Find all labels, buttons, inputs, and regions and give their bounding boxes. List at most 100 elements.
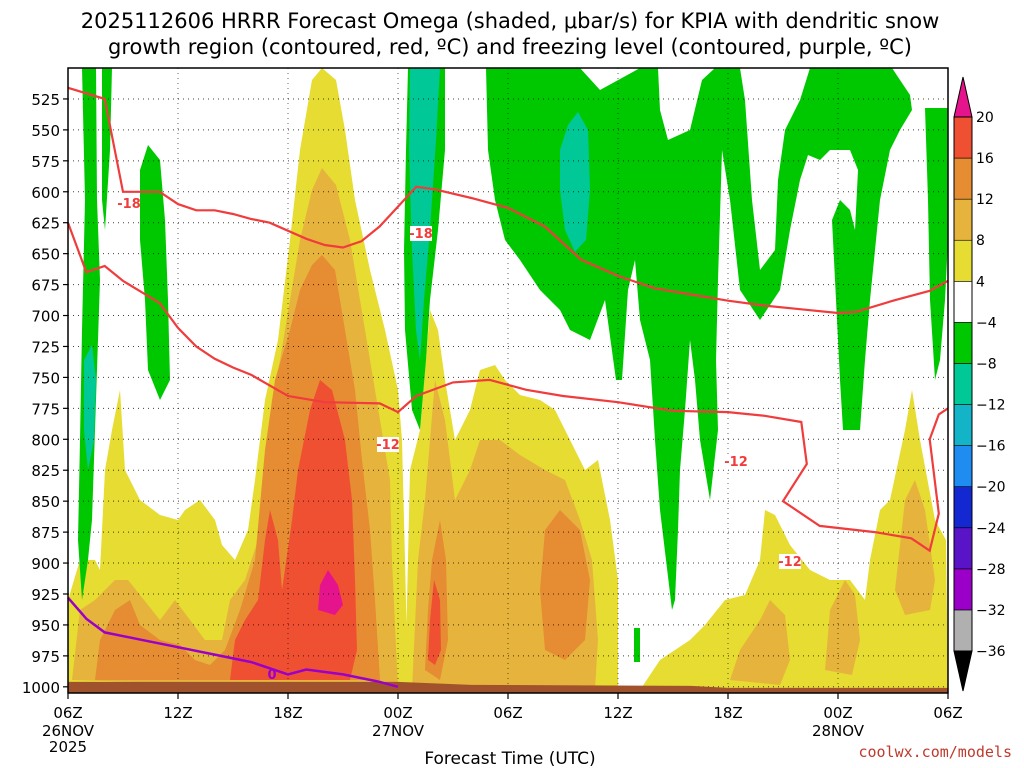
y-tick-label-900: 900 [31, 555, 60, 573]
omega-neg8-region-a [409, 68, 440, 360]
ground-fill [68, 681, 948, 693]
omega-pos8-region-d [825, 580, 860, 675]
colorbar-seg-9 [953, 239, 973, 282]
colorbar-label-2: 12 [976, 192, 994, 208]
omega-pos8-region-e [895, 480, 935, 615]
colorbar-seg-4 [953, 445, 973, 487]
omega-pos8-region-c [730, 600, 790, 685]
label-zero: 0 [267, 668, 276, 683]
colorbar-seg-8 [953, 281, 973, 323]
x-date-label-1-0: 27NOV [372, 722, 425, 740]
y-tick-label-575: 575 [31, 153, 60, 171]
x-tick-label-7: 00Z [823, 704, 852, 722]
y-tick-label-875: 875 [31, 524, 60, 542]
contours [66, 86, 949, 689]
y-tick-label-800: 800 [31, 431, 60, 449]
colorbar-label-9: −20 [976, 480, 1006, 496]
x-date-label-0-0: 26NOV [42, 722, 95, 740]
contour-minus12 [66, 222, 949, 553]
x-tick-label-3: 00Z [383, 704, 412, 722]
label-bg-18b [410, 226, 432, 241]
colorbar-frame [953, 116, 973, 652]
y-tick-label-750: 750 [31, 369, 60, 387]
y-tick-label-950: 950 [31, 617, 60, 635]
omega-neg4-region-e [925, 108, 948, 380]
label-bg-12a [377, 437, 399, 452]
x-axis: 06Z 12Z 18Z 00Z 06Z 12Z 18Z 00Z 06Z26NOV202527NO… [42, 693, 963, 756]
colorbar-label-3: 8 [976, 233, 985, 249]
omega-shading [68, 68, 948, 690]
omega-neg8-region-c [84, 345, 96, 470]
colorbar-seg-2 [953, 527, 973, 570]
x-tick-label-2: 18Z [273, 704, 302, 722]
label-minus18-a: -18 [117, 197, 141, 212]
colorbar-seg-0 [953, 609, 973, 652]
x-tick-label-8: 06Z [933, 704, 962, 722]
label-bg-12c [779, 554, 801, 569]
y-tick-label-975: 975 [31, 648, 60, 666]
y-tick-label-550: 550 [31, 122, 60, 140]
label-minus12-c: -12 [778, 555, 802, 570]
colorbar-extend-high [953, 76, 973, 118]
omega-neg4-region-a2 [102, 68, 112, 230]
colorbar-seg-1 [953, 568, 973, 611]
colorbar-extend-low [953, 650, 973, 692]
y-tick-label-600: 600 [31, 184, 60, 202]
contour-minus18 [67, 86, 949, 315]
colorbar-seg-10 [953, 198, 973, 241]
colorbar-seg-11 [953, 157, 973, 200]
colorbar-label-7: −12 [976, 398, 1006, 414]
omega-neg8-region-b [560, 112, 590, 252]
label-bg-12b [725, 454, 747, 469]
label-bg-18a [118, 196, 140, 211]
x-tick-label-0: 06Z [53, 704, 82, 722]
colorbar-label-11: −28 [976, 562, 1006, 578]
colorbar-seg-7 [953, 322, 973, 364]
credit-text: coolwx.com/models [858, 743, 1012, 761]
colorbar-label-8: −16 [976, 439, 1006, 455]
y-tick-label-675: 675 [31, 277, 60, 295]
y-tick-label-700: 700 [31, 308, 60, 326]
grid-lines [67, 68, 949, 693]
colorbar-label-13: −36 [976, 644, 1006, 660]
x-tick-label-5: 12Z [603, 704, 632, 722]
y-tick-label-925: 925 [31, 586, 60, 604]
y-tick-label-625: 625 [31, 215, 60, 233]
contour-labels: -18 -18 -12 -12 -12 0 [117, 196, 802, 683]
chart-title-line2: growth region (contoured, red, ºC) and f… [108, 35, 912, 59]
omega-neg4-region-b [140, 145, 170, 400]
omega-pos20-region [318, 570, 343, 615]
label-minus12-a: -12 [376, 438, 400, 453]
y-axis: 525 550 575 600 625 650 675 700 725 750 775 800 825 8… [22, 91, 68, 697]
colorbar-label-6: −8 [976, 356, 997, 372]
colorbar-seg-6 [953, 363, 973, 405]
omega-pos4-region-right2 [640, 390, 948, 690]
colorbar-seg-5 [953, 404, 973, 446]
x-tick-label-6: 18Z [713, 704, 742, 722]
omega-neg4-region-d [486, 68, 912, 610]
omega-neg4-region-a [78, 68, 100, 600]
y-tick-label-825: 825 [31, 462, 60, 480]
y-tick-label-775: 775 [31, 400, 60, 418]
x-date-label-0-1: 2025 [49, 738, 87, 756]
colorbar-label-4: 4 [976, 274, 985, 290]
omega-neg4-region-f [634, 628, 640, 662]
y-tick-label-650: 650 [31, 246, 60, 264]
y-tick-label-850: 850 [31, 493, 60, 511]
x-axis-title: Forecast Time (UTC) [424, 749, 595, 768]
colorbar-label-0: 20 [976, 110, 994, 126]
y-tick-label-725: 725 [31, 338, 60, 356]
omega-pos16-region-b [428, 580, 441, 665]
x-tick-label-4: 06Z [493, 704, 522, 722]
colorbar-seg-12 [953, 116, 973, 159]
y-tick-label-525: 525 [31, 91, 60, 109]
colorbar-label-5: −4 [976, 315, 997, 331]
omega-pos12-region-c [540, 510, 590, 660]
label-minus18-b: -18 [409, 227, 433, 242]
colorbar-label-1: 16 [976, 151, 994, 167]
colorbar: 20 16 12 8 4 −4 −8 −12 −16 −20 −24 −28 −32 −36 [953, 76, 1006, 692]
chart-title-line1: 2025112606 HRRR Forecast Omega (shaded, … [81, 9, 940, 33]
y-tick-label-1000: 1000 [22, 679, 60, 697]
